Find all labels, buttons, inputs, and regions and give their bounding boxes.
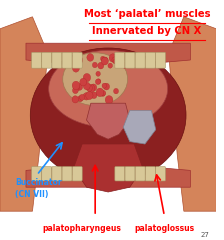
FancyBboxPatch shape: [42, 167, 52, 181]
Circle shape: [74, 84, 80, 90]
FancyBboxPatch shape: [72, 167, 82, 181]
Polygon shape: [86, 103, 130, 139]
FancyBboxPatch shape: [42, 52, 52, 68]
Circle shape: [76, 84, 83, 90]
Text: Most ‘palatal’ muscles: Most ‘palatal’ muscles: [84, 9, 210, 19]
Polygon shape: [123, 110, 156, 144]
Circle shape: [83, 73, 91, 82]
FancyBboxPatch shape: [32, 167, 41, 181]
Text: 27: 27: [201, 232, 210, 238]
Circle shape: [80, 78, 87, 86]
Circle shape: [69, 56, 74, 62]
Circle shape: [95, 79, 101, 84]
FancyBboxPatch shape: [125, 52, 135, 68]
Circle shape: [73, 87, 78, 94]
Polygon shape: [26, 43, 190, 67]
Circle shape: [91, 92, 97, 99]
FancyBboxPatch shape: [52, 52, 62, 68]
Circle shape: [122, 63, 127, 68]
FancyBboxPatch shape: [115, 167, 125, 181]
Text: Innervated by CN X: Innervated by CN X: [92, 26, 202, 36]
Polygon shape: [169, 17, 216, 211]
Ellipse shape: [30, 48, 186, 182]
FancyBboxPatch shape: [125, 167, 135, 181]
Circle shape: [78, 96, 83, 102]
Ellipse shape: [63, 53, 128, 106]
Circle shape: [108, 63, 112, 68]
Circle shape: [69, 58, 76, 65]
Circle shape: [98, 62, 104, 69]
FancyBboxPatch shape: [155, 52, 166, 68]
Polygon shape: [0, 17, 47, 211]
Circle shape: [114, 88, 118, 94]
Circle shape: [77, 57, 83, 64]
Circle shape: [109, 54, 116, 62]
FancyBboxPatch shape: [145, 167, 155, 181]
Circle shape: [88, 84, 95, 92]
Circle shape: [96, 79, 101, 84]
FancyBboxPatch shape: [115, 52, 125, 68]
Circle shape: [80, 94, 85, 100]
Circle shape: [100, 91, 105, 96]
FancyBboxPatch shape: [135, 167, 145, 181]
Circle shape: [103, 83, 110, 90]
Circle shape: [105, 96, 113, 104]
Circle shape: [112, 57, 117, 63]
Circle shape: [75, 62, 80, 67]
Text: Buccinator: Buccinator: [15, 178, 62, 187]
Circle shape: [102, 57, 108, 64]
Circle shape: [102, 83, 107, 88]
FancyBboxPatch shape: [72, 52, 82, 68]
FancyBboxPatch shape: [135, 52, 145, 68]
Circle shape: [83, 93, 90, 100]
Circle shape: [72, 64, 80, 72]
FancyBboxPatch shape: [62, 167, 72, 181]
Circle shape: [101, 56, 105, 61]
Circle shape: [101, 90, 106, 96]
Circle shape: [113, 59, 117, 64]
FancyBboxPatch shape: [62, 52, 72, 68]
Text: (CN VII): (CN VII): [15, 190, 49, 199]
Ellipse shape: [49, 50, 168, 127]
Circle shape: [72, 96, 79, 103]
Circle shape: [83, 82, 90, 90]
Circle shape: [96, 71, 100, 76]
Circle shape: [96, 88, 104, 97]
Circle shape: [72, 81, 80, 90]
FancyBboxPatch shape: [155, 167, 166, 181]
Circle shape: [90, 84, 97, 91]
Circle shape: [87, 54, 94, 61]
Circle shape: [66, 60, 73, 67]
Text: palatopharyngeus: palatopharyngeus: [43, 224, 122, 233]
Circle shape: [86, 84, 92, 91]
FancyBboxPatch shape: [145, 52, 155, 68]
Polygon shape: [73, 144, 143, 192]
Circle shape: [101, 57, 108, 65]
Polygon shape: [26, 163, 190, 187]
Circle shape: [86, 91, 93, 100]
Circle shape: [119, 53, 126, 61]
Circle shape: [92, 62, 97, 68]
FancyBboxPatch shape: [52, 167, 62, 181]
Circle shape: [75, 54, 82, 62]
FancyBboxPatch shape: [32, 52, 41, 68]
Text: palatoglossus: palatoglossus: [134, 224, 194, 233]
